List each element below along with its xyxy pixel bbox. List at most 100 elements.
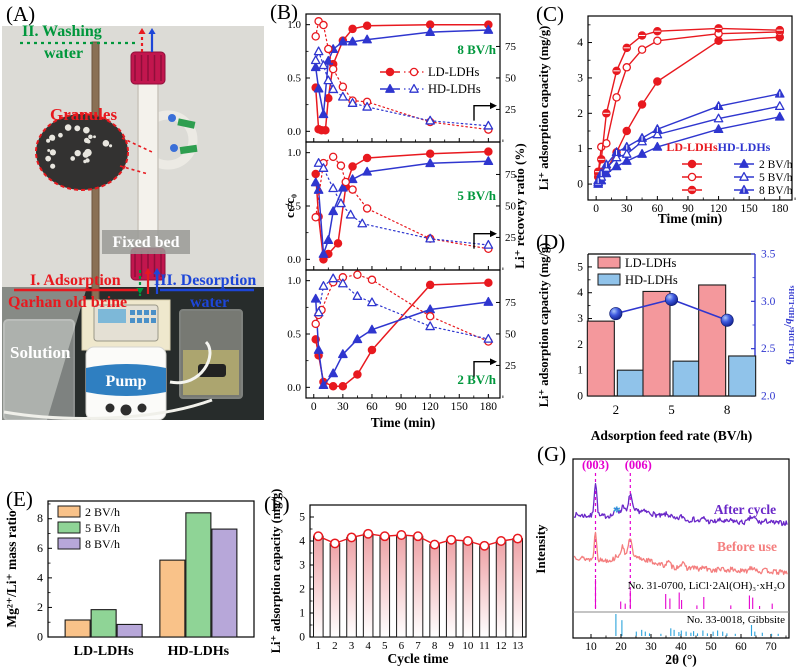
marker-triangle-open bbox=[338, 91, 348, 101]
marker-triangle-filled bbox=[310, 177, 321, 187]
y2-tick-label: 2.0 bbox=[761, 391, 776, 403]
cycle-point bbox=[446, 534, 457, 545]
marker-triangle-open bbox=[352, 291, 363, 300]
marker-triangle-filled bbox=[362, 34, 372, 44]
granule-speck bbox=[74, 151, 78, 155]
legend-swatch bbox=[57, 537, 81, 550]
b-subplot-2: 0.0 0.5 1.0 25 50 75 0 30 60 90 120 150 180 2 BV/h bbox=[287, 269, 517, 413]
asterisk-annotation: * bbox=[613, 504, 621, 521]
pump-button bbox=[137, 318, 142, 323]
marker-circle-open bbox=[362, 204, 372, 213]
bar-cycle bbox=[479, 545, 490, 638]
y2-tick-label: 50 bbox=[505, 200, 517, 212]
x-tick-label: 20 bbox=[615, 641, 627, 653]
y2-tick-label: 3.0 bbox=[761, 296, 776, 308]
y2-tick-label: 75 bbox=[505, 41, 517, 53]
legend-label: 5 BV/h bbox=[759, 172, 793, 184]
y-tick-label: 0 bbox=[577, 179, 583, 191]
fixed-bed-label: Fixed bed bbox=[112, 234, 179, 251]
y-axis-title: Li⁺ adsorption capacity (mg/g) bbox=[537, 26, 551, 191]
marker-circle-open bbox=[687, 172, 697, 182]
y-tick-label: 0.0 bbox=[287, 254, 301, 266]
y-tick-label: 1.0 bbox=[287, 19, 301, 31]
legend-label: 5 BV/h bbox=[85, 521, 120, 535]
bar-ld bbox=[698, 284, 727, 397]
marker-circle-filled bbox=[687, 159, 697, 169]
desorption-label-line2: water bbox=[190, 294, 229, 311]
panel-b-label: (B) bbox=[270, 0, 298, 24]
marker-circle-filled bbox=[353, 370, 362, 379]
y-tick-label: 0.5 bbox=[287, 329, 301, 341]
panel-g-chart: 10 20 30 40 50 60 70 (003) (006) * After cycle Befo… bbox=[535, 458, 790, 667]
granules-inset bbox=[35, 113, 129, 191]
granules-leader bbox=[119, 165, 149, 175]
marker-triangle-open bbox=[328, 183, 338, 193]
marker-circle-open bbox=[341, 177, 351, 187]
panel-g-label: (G) bbox=[537, 442, 567, 466]
bar-cycle bbox=[396, 534, 407, 638]
series-line bbox=[314, 160, 490, 255]
marker-triangle-filled bbox=[318, 380, 329, 390]
y-tick-label: 3 bbox=[299, 560, 305, 572]
legend-label: 8 BV/h bbox=[85, 537, 120, 551]
bar-ld bbox=[642, 290, 671, 397]
b-subplot-1: 0.0 0.5 1.0 25 50 75 5 BV/h bbox=[287, 141, 517, 271]
marker-circle-filled bbox=[333, 239, 343, 248]
marker-triangle-filled bbox=[313, 83, 324, 93]
licl-reference-label: No. 31-0700, LiCl·2Al(OH)₃·xH₂O bbox=[628, 580, 785, 592]
marker-circle-open bbox=[328, 64, 338, 74]
marker-circle-open bbox=[324, 44, 333, 54]
clamp-knob bbox=[170, 144, 178, 152]
trace-after-cycle bbox=[573, 483, 788, 527]
granule-speck bbox=[83, 126, 90, 134]
marker-triangle-open bbox=[313, 307, 324, 317]
granule-speck bbox=[51, 136, 55, 141]
granule-speck bbox=[85, 158, 90, 163]
cycle-point bbox=[329, 538, 340, 549]
y-tick-label: 2 bbox=[577, 339, 583, 351]
panel-d-chart: 0 1 2 3 4 5 2.0 2.5 3.0 3.5 2 5 8 LD-LDHs HD-LDHs Adsor… bbox=[537, 243, 796, 443]
x-tick-label: 50 bbox=[705, 641, 717, 653]
x-tick-label: 60 bbox=[652, 203, 664, 215]
panel-a: II. Washing water Granules Fixed bed I. Adso… bbox=[2, 2, 264, 420]
pump-button bbox=[137, 310, 142, 315]
marker-circle-filled bbox=[653, 77, 662, 86]
ratio-point bbox=[665, 292, 679, 306]
bar-2BV/h bbox=[159, 559, 186, 638]
y-tick-label: 1 bbox=[577, 365, 583, 377]
tubing bbox=[169, 340, 212, 385]
marker-circle-filled bbox=[385, 67, 395, 77]
hd-breakthrough bbox=[310, 293, 494, 390]
x-tick-label: 90 bbox=[682, 203, 694, 215]
marker-triangle-open bbox=[739, 171, 749, 181]
hd-recovery bbox=[313, 158, 494, 249]
panel-f: 0 1 2 3 4 5 1 2 3 4 5 6 7 8 9 10 11 12 13 Cycle time Li⁺ ads… bbox=[268, 437, 535, 671]
marker-triangle-open bbox=[483, 239, 494, 249]
y-tick-label: 0.0 bbox=[287, 382, 301, 394]
bar-cycle bbox=[445, 539, 457, 638]
panel-b: 0.0 0.5 1.0 25 50 75 8 BV/h LD-LDHs HD-LDHs 0.0 0.… bbox=[268, 0, 530, 437]
marker-circle-open bbox=[311, 32, 320, 41]
marker-triangle-filled bbox=[338, 349, 348, 359]
x-tick-label: 30 bbox=[337, 401, 349, 413]
cycle-point bbox=[496, 536, 507, 546]
cycle-point bbox=[479, 540, 490, 551]
clamp-knob bbox=[168, 114, 176, 122]
marker-triangle-filled bbox=[425, 27, 435, 36]
x-tick-label: 150 bbox=[451, 401, 469, 413]
series-line bbox=[315, 50, 489, 127]
panel-d-label: (D) bbox=[536, 230, 566, 254]
marker-triangle-open bbox=[318, 163, 329, 172]
adsorption-label-line1: I. Adsorption bbox=[30, 272, 121, 289]
marker-circle-open bbox=[328, 152, 338, 162]
cycle-point bbox=[413, 531, 423, 542]
panel-e-label: (E) bbox=[6, 487, 33, 511]
panel-f-label: (F) bbox=[264, 492, 290, 516]
x-tick-label: 120 bbox=[422, 401, 440, 413]
granule-speck bbox=[49, 149, 57, 156]
pump-label: Pump bbox=[106, 373, 147, 390]
cycle-point bbox=[512, 533, 523, 544]
x-tick-label: 1 bbox=[316, 640, 322, 652]
marker-triangle-open bbox=[713, 113, 724, 123]
y-tick-label: 5 bbox=[299, 512, 305, 524]
